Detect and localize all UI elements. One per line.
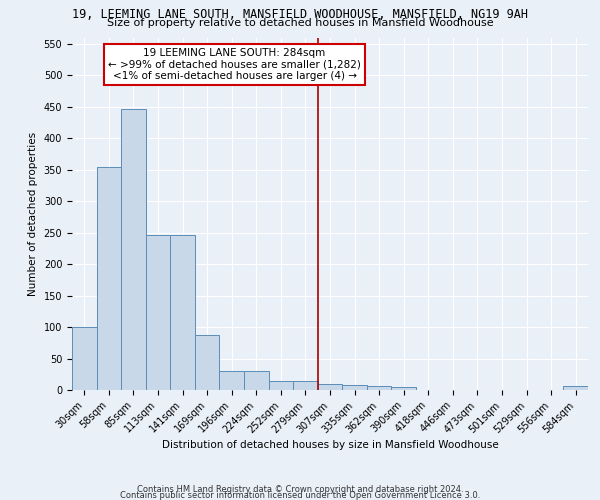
Bar <box>121 108 146 390</box>
Bar <box>342 385 367 390</box>
X-axis label: Distribution of detached houses by size in Mansfield Woodhouse: Distribution of detached houses by size … <box>161 440 499 450</box>
Bar <box>269 380 293 390</box>
Bar <box>293 380 318 390</box>
Bar <box>391 387 416 390</box>
Y-axis label: Number of detached properties: Number of detached properties <box>28 132 38 296</box>
Bar <box>72 327 97 390</box>
Bar <box>220 371 244 390</box>
Text: Size of property relative to detached houses in Mansfield Woodhouse: Size of property relative to detached ho… <box>107 18 493 28</box>
Text: 19, LEEMING LANE SOUTH, MANSFIELD WOODHOUSE, MANSFIELD, NG19 9AH: 19, LEEMING LANE SOUTH, MANSFIELD WOODHO… <box>72 8 528 20</box>
Bar <box>318 384 342 390</box>
Bar <box>97 166 121 390</box>
Bar <box>244 371 269 390</box>
Bar <box>146 234 170 390</box>
Bar <box>563 386 588 390</box>
Bar <box>170 235 195 390</box>
Text: Contains public sector information licensed under the Open Government Licence 3.: Contains public sector information licen… <box>120 491 480 500</box>
Text: Contains HM Land Registry data © Crown copyright and database right 2024.: Contains HM Land Registry data © Crown c… <box>137 485 463 494</box>
Bar <box>195 334 220 390</box>
Bar <box>367 386 391 390</box>
Text: 19 LEEMING LANE SOUTH: 284sqm
← >99% of detached houses are smaller (1,282)
<1% : 19 LEEMING LANE SOUTH: 284sqm ← >99% of … <box>108 48 361 82</box>
